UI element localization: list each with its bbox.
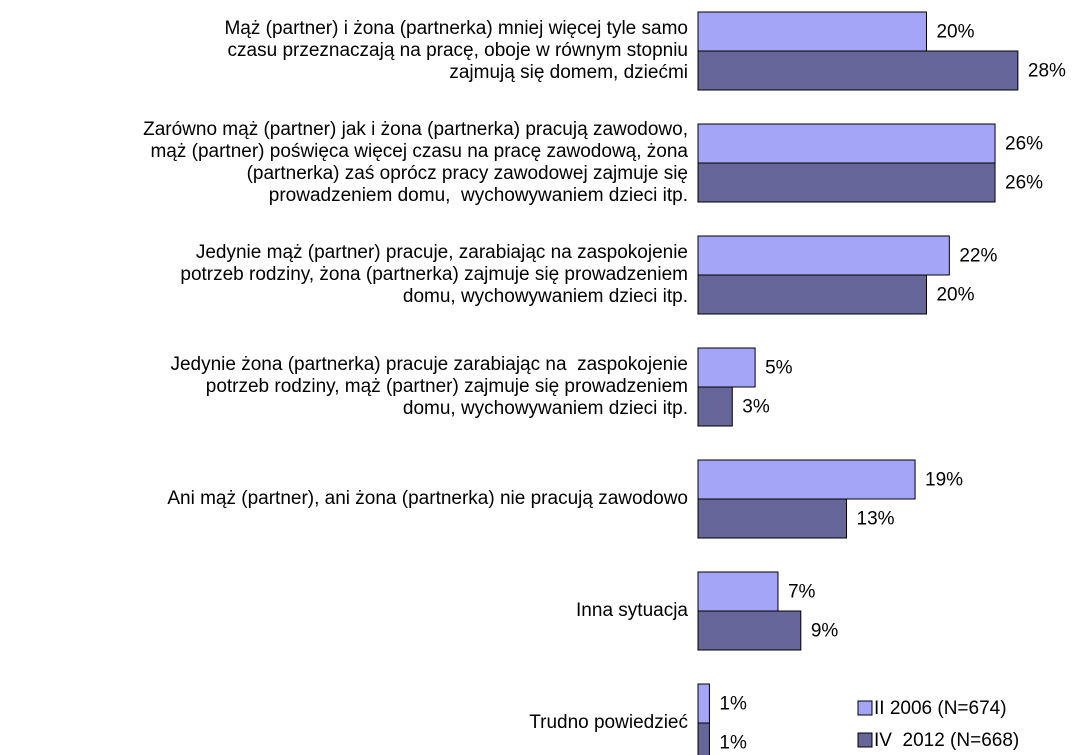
legend-label: II 2006 (N=674)	[874, 698, 1007, 719]
value-label: 1%	[719, 694, 747, 715]
legend-label: IV 2012 (N=668)	[874, 730, 1019, 751]
value-label: 19%	[925, 470, 963, 491]
category-label: Ani mąż (partner), ani żona (partnerka) …	[167, 488, 688, 509]
category-label: Mąż (partner) i żona (partnerka) mniej w…	[224, 18, 688, 83]
bar	[697, 386, 733, 427]
category-label: Trudno powiedzieć	[529, 712, 688, 733]
bar	[697, 722, 710, 755]
value-label: 22%	[959, 246, 997, 267]
bar	[697, 683, 710, 724]
value-label: 20%	[936, 22, 974, 43]
bar	[697, 123, 996, 164]
value-label: 26%	[1005, 173, 1043, 194]
bar	[697, 459, 916, 500]
bar	[697, 274, 927, 315]
bar	[697, 571, 779, 612]
bar	[697, 347, 756, 388]
value-label: 13%	[857, 509, 895, 530]
value-label: 20%	[936, 285, 974, 306]
value-label: 26%	[1005, 134, 1043, 155]
category-label: Inna sytuacja	[576, 600, 688, 621]
legend-swatch	[857, 732, 873, 748]
value-label: 9%	[811, 621, 839, 642]
category-label: Zarówno mąż (partner) jak i żona (partne…	[143, 119, 688, 206]
bar	[697, 11, 927, 52]
bar	[697, 50, 1019, 91]
legend-swatch	[857, 700, 873, 716]
value-label: 1%	[719, 733, 747, 754]
bar	[697, 610, 802, 651]
value-label: 5%	[765, 358, 793, 379]
category-label: Jedynie mąż (partner) pracuje, zarabiają…	[180, 242, 688, 307]
value-label: 28%	[1028, 61, 1066, 82]
bar	[697, 498, 848, 539]
value-label: 3%	[742, 397, 770, 418]
category-label: Jedynie żona (partnerka) pracuje zarabia…	[170, 354, 688, 419]
bar	[697, 235, 950, 276]
bar	[697, 162, 996, 203]
value-label: 7%	[788, 582, 816, 603]
